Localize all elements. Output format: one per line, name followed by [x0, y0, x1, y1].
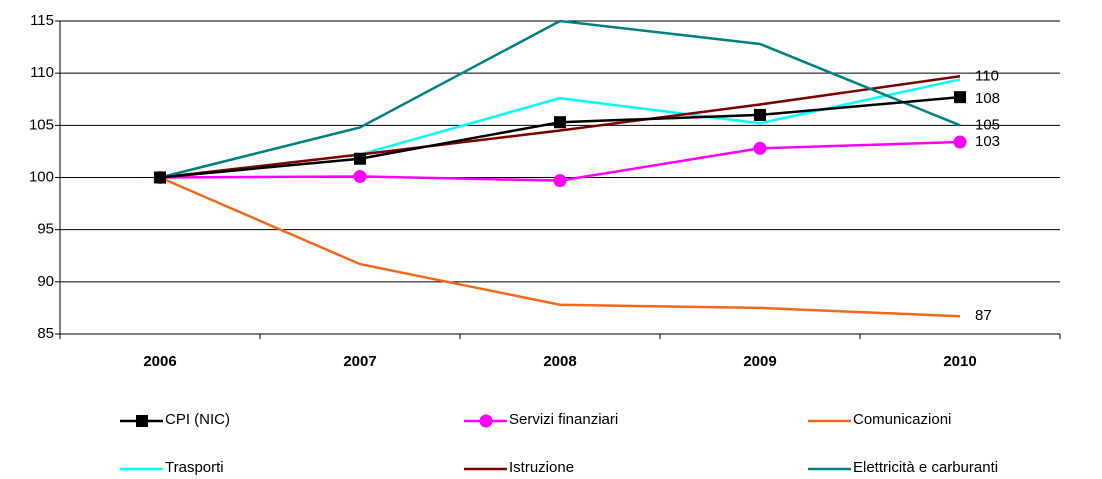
point-marker	[154, 171, 166, 184]
legend-marker	[479, 414, 493, 428]
point-marker	[554, 116, 566, 129]
data-label: 105	[975, 116, 1000, 133]
legend-label: Servizi finanziari	[509, 411, 618, 428]
y-tick-label: 95	[37, 221, 54, 238]
legend-label: CPI (NIC)	[165, 411, 230, 428]
point-marker	[753, 141, 767, 155]
series-line	[159, 75, 961, 179]
legend-label: Trasporti	[165, 459, 224, 476]
data-label: 87	[975, 307, 992, 324]
x-tick-label: 2008	[543, 353, 576, 370]
point-marker	[353, 169, 367, 183]
legend-marker	[136, 415, 148, 427]
data-label: 108	[975, 90, 1000, 107]
point-marker	[354, 152, 366, 165]
legend-label: Elettricità e carburanti	[853, 459, 998, 476]
data-label: 103	[975, 133, 1000, 150]
y-tick-label: 110	[30, 64, 54, 81]
y-tick-label: 85	[37, 325, 54, 342]
x-tick-label: 2006	[143, 353, 176, 370]
series-line	[159, 95, 961, 179]
point-marker	[954, 91, 966, 104]
legend-label: Istruzione	[509, 459, 574, 476]
point-marker	[953, 135, 967, 149]
y-tick-label: 100	[29, 168, 54, 185]
y-tick-label: 105	[29, 116, 54, 133]
y-tick-label: 115	[30, 12, 54, 29]
series-line	[159, 19, 961, 179]
x-tick-label: 2009	[743, 353, 776, 370]
point-marker	[553, 174, 567, 188]
legend-label: Comunicazioni	[853, 411, 951, 428]
y-tick-label: 90	[37, 273, 54, 290]
data-label: 110	[975, 67, 999, 84]
point-marker	[754, 108, 766, 121]
series-line	[159, 176, 961, 318]
x-tick-label: 2007	[343, 353, 376, 370]
x-tick-label: 2010	[943, 353, 976, 370]
